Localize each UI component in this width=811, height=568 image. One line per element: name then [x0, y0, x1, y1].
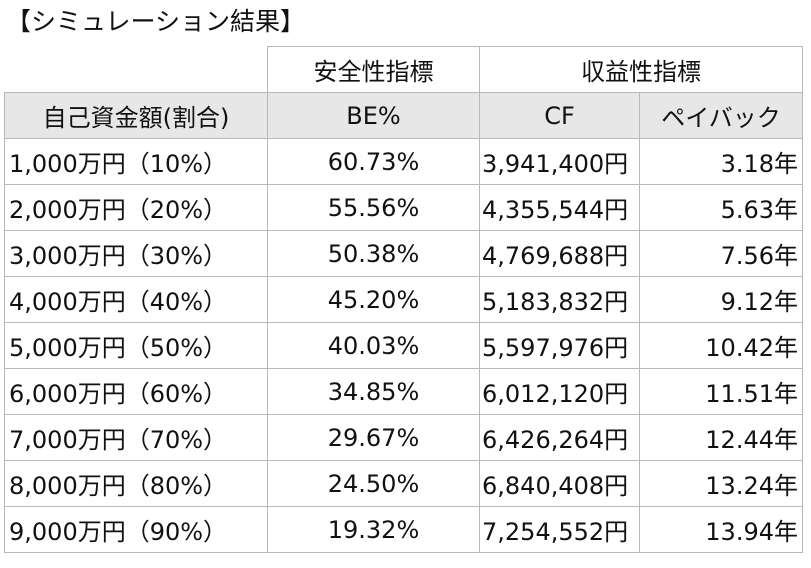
cell-payback[interactable]: 3.18年: [639, 138, 803, 185]
cell-be[interactable]: 60.73%: [267, 138, 480, 185]
header-cf[interactable]: CF: [479, 92, 640, 139]
table-row: 1,000万円（10%） 60.73% 3,941,400円 3.18年: [4, 138, 803, 185]
table-row: 9,000万円（90%） 19.32% 7,254,552円 13.94年: [4, 506, 803, 553]
table-row: 6,000万円（60%） 34.85% 6,012,120円 11.51年: [4, 368, 803, 415]
cell-be[interactable]: 34.85%: [267, 368, 480, 415]
cell-rate[interactable]: 9,000万円（90%）: [4, 506, 268, 553]
table-row: 8,000万円（80%） 24.50% 6,840,408円 13.24年: [4, 460, 803, 507]
cell-be[interactable]: 40.03%: [267, 322, 480, 369]
cell-payback[interactable]: 12.44年: [639, 414, 803, 461]
header-rate[interactable]: 自己資金額(割合): [4, 92, 268, 139]
cell-be[interactable]: 24.50%: [267, 460, 480, 507]
cell-payback[interactable]: 5.63年: [639, 184, 803, 231]
cell-cf[interactable]: 5,183,832円: [479, 276, 640, 323]
group-header-row: 安全性指標 収益性指標: [4, 46, 803, 93]
cell-cf[interactable]: 7,254,552円: [479, 506, 640, 553]
cell-cf[interactable]: 4,355,544円: [479, 184, 640, 231]
table-row: 7,000万円（70%） 29.67% 6,426,264円 12.44年: [4, 414, 803, 461]
cell-cf[interactable]: 5,597,976円: [479, 322, 640, 369]
table-row: 5,000万円（50%） 40.03% 5,597,976円 10.42年: [4, 322, 803, 369]
cell-rate[interactable]: 4,000万円（40%）: [4, 276, 268, 323]
simulation-table: 安全性指標 収益性指標 自己資金額(割合) BE% CF ペイバック 1,000…: [4, 46, 803, 553]
group-header-safety[interactable]: 安全性指標: [267, 46, 480, 93]
header-be[interactable]: BE%: [267, 92, 480, 139]
cell-payback[interactable]: 9.12年: [639, 276, 803, 323]
cell-be[interactable]: 19.32%: [267, 506, 480, 553]
cell-rate[interactable]: 6,000万円（60%）: [4, 368, 268, 415]
cell-be[interactable]: 29.67%: [267, 414, 480, 461]
cell-payback[interactable]: 11.51年: [639, 368, 803, 415]
sheet-title: 【シミュレーション結果】: [6, 7, 306, 36]
cell-rate[interactable]: 5,000万円（50%）: [4, 322, 268, 369]
cell-payback[interactable]: 13.94年: [639, 506, 803, 553]
cell-cf[interactable]: 6,840,408円: [479, 460, 640, 507]
cell-cf[interactable]: 4,769,688円: [479, 230, 640, 277]
table-row: 4,000万円（40%） 45.20% 5,183,832円 9.12年: [4, 276, 803, 323]
group-header-profit[interactable]: 収益性指標: [479, 46, 803, 93]
cell-rate[interactable]: 2,000万円（20%）: [4, 184, 268, 231]
column-header-row: 自己資金額(割合) BE% CF ペイバック: [4, 92, 803, 139]
cell-cf[interactable]: 6,426,264円: [479, 414, 640, 461]
cell-rate[interactable]: 8,000万円（80%）: [4, 460, 268, 507]
cell-rate[interactable]: 3,000万円（30%）: [4, 230, 268, 277]
cell-be[interactable]: 45.20%: [267, 276, 480, 323]
cell-payback[interactable]: 7.56年: [639, 230, 803, 277]
cell-be[interactable]: 50.38%: [267, 230, 480, 277]
empty-corner-cell: [4, 46, 268, 93]
cell-rate[interactable]: 1,000万円（10%）: [4, 138, 268, 185]
table-row: 2,000万円（20%） 55.56% 4,355,544円 5.63年: [4, 184, 803, 231]
cell-cf[interactable]: 6,012,120円: [479, 368, 640, 415]
cell-payback[interactable]: 10.42年: [639, 322, 803, 369]
header-payback[interactable]: ペイバック: [639, 92, 803, 139]
cell-cf[interactable]: 3,941,400円: [479, 138, 640, 185]
cell-rate[interactable]: 7,000万円（70%）: [4, 414, 268, 461]
table-row: 3,000万円（30%） 50.38% 4,769,688円 7.56年: [4, 230, 803, 277]
cell-payback[interactable]: 13.24年: [639, 460, 803, 507]
cell-be[interactable]: 55.56%: [267, 184, 480, 231]
